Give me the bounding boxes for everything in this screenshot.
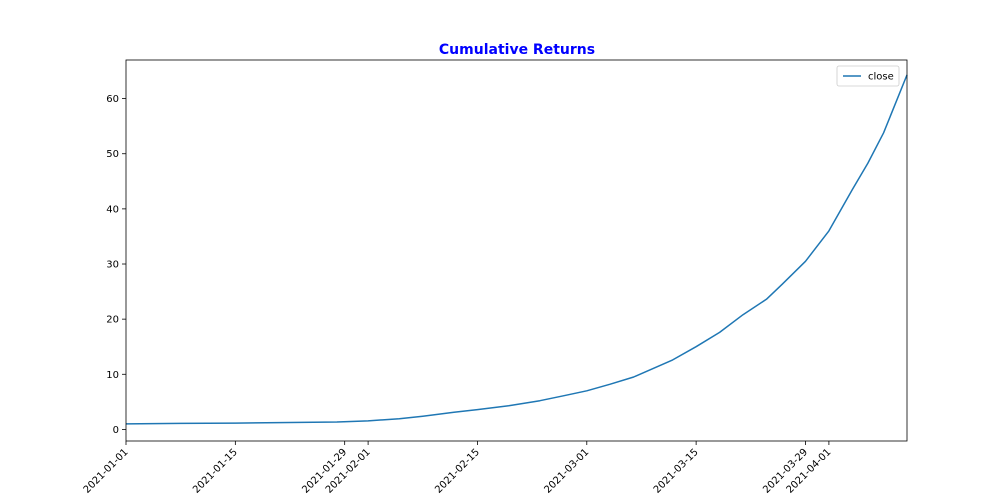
y-tick-label: 0 <box>113 425 119 436</box>
y-tick-label: 20 <box>106 315 119 326</box>
y-tick-label: 60 <box>106 94 119 105</box>
legend-label-close: close <box>868 72 894 83</box>
series-line-close <box>125 74 908 425</box>
plot-area <box>125 74 908 425</box>
y-tick-label: 10 <box>106 370 119 381</box>
plot-frame <box>125 59 908 442</box>
chart-title: Cumulative Returns <box>439 42 595 58</box>
y-tick-label: 30 <box>106 260 119 271</box>
y-tick-label: 40 <box>106 204 119 215</box>
legend-box <box>836 65 900 87</box>
y-tick-label: 50 <box>106 149 119 160</box>
legend: close <box>836 65 900 87</box>
